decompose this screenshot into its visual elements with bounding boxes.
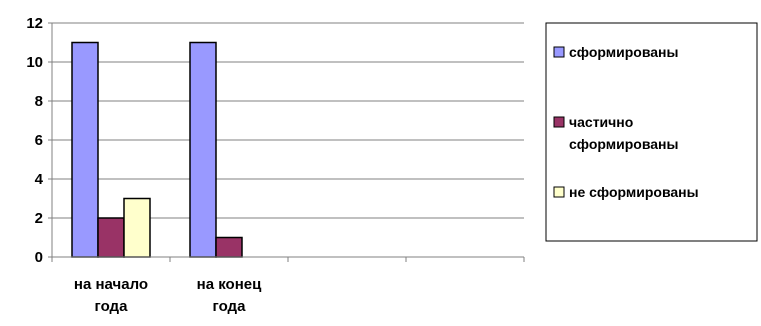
legend-label: сформированы bbox=[569, 136, 678, 152]
x-category-labels: на начало года на конец года bbox=[74, 276, 262, 315]
legend-label: частично bbox=[569, 114, 633, 130]
bar bbox=[97, 217, 125, 258]
x-category-label: на начало bbox=[74, 276, 148, 293]
legend-swatch bbox=[553, 116, 565, 128]
y-tick-label: 8 bbox=[35, 93, 43, 110]
axes bbox=[48, 22, 525, 262]
legend-box bbox=[545, 22, 758, 242]
bars bbox=[71, 41, 243, 258]
bar bbox=[215, 236, 243, 258]
y-tick-label: 12 bbox=[26, 15, 43, 32]
legend-swatch bbox=[553, 186, 565, 198]
x-category-label: на конец bbox=[197, 276, 262, 293]
legend-swatch bbox=[553, 46, 565, 58]
y-tick-label: 6 bbox=[35, 132, 43, 149]
y-tick-labels: 0 2 4 6 8 10 12 bbox=[26, 15, 43, 266]
legend-label: не сформированы bbox=[569, 184, 699, 200]
x-category-label: года bbox=[213, 298, 247, 315]
gridlines bbox=[52, 22, 524, 219]
y-tick-label: 4 bbox=[35, 171, 44, 188]
bar bbox=[189, 41, 217, 258]
y-tick-label: 0 bbox=[35, 249, 43, 266]
x-category-label: года bbox=[95, 298, 129, 315]
bar bbox=[123, 197, 151, 258]
bar bbox=[71, 41, 99, 258]
legend: сформированы частично сформированы не сформ… bbox=[545, 22, 758, 242]
legend-label: сформированы bbox=[569, 44, 678, 60]
y-tick-label: 2 bbox=[35, 210, 43, 227]
y-tick-label: 10 bbox=[26, 54, 43, 71]
